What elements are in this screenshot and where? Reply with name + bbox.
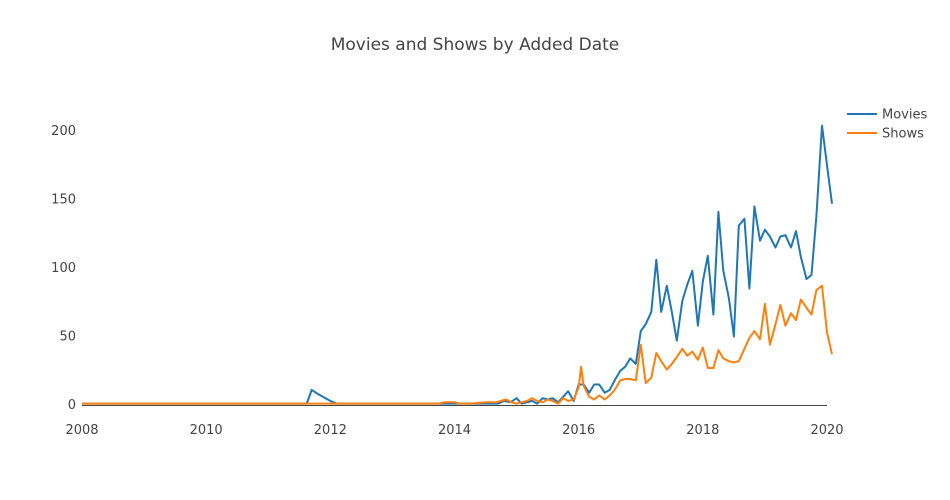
x-tick-label: 2020: [810, 423, 843, 438]
x-tick-label: 2010: [190, 423, 223, 438]
x-tick-label: 2016: [562, 423, 595, 438]
series-layer: [82, 124, 833, 405]
x-tick-label: 2012: [314, 423, 347, 438]
y-tick-label: 50: [59, 330, 76, 345]
y-axis-ticks: 0 50 100 150 200: [51, 124, 76, 413]
x-tick-label: 2018: [686, 423, 719, 438]
legend-item-movies[interactable]: Movies: [847, 108, 927, 123]
y-tick-label: 100: [51, 261, 76, 276]
chart-title: Movies and Shows by Added Date: [331, 35, 620, 55]
y-tick-label: 0: [68, 398, 76, 413]
legend-label: Shows: [882, 127, 924, 142]
y-tick-label: 150: [51, 193, 76, 208]
legend-item-shows[interactable]: Shows: [847, 127, 924, 142]
series-line-movies[interactable]: [82, 124, 833, 405]
legend-label: Movies: [882, 108, 927, 123]
x-tick-label: 2014: [438, 423, 471, 438]
x-axis-ticks: 2008 2010 2012 2014 2016 2018 2020: [65, 423, 843, 438]
y-tick-label: 200: [51, 124, 76, 139]
legend[interactable]: Movies Shows: [847, 108, 927, 142]
x-tick-label: 2008: [65, 423, 98, 438]
series-line-shows[interactable]: [82, 284, 833, 405]
